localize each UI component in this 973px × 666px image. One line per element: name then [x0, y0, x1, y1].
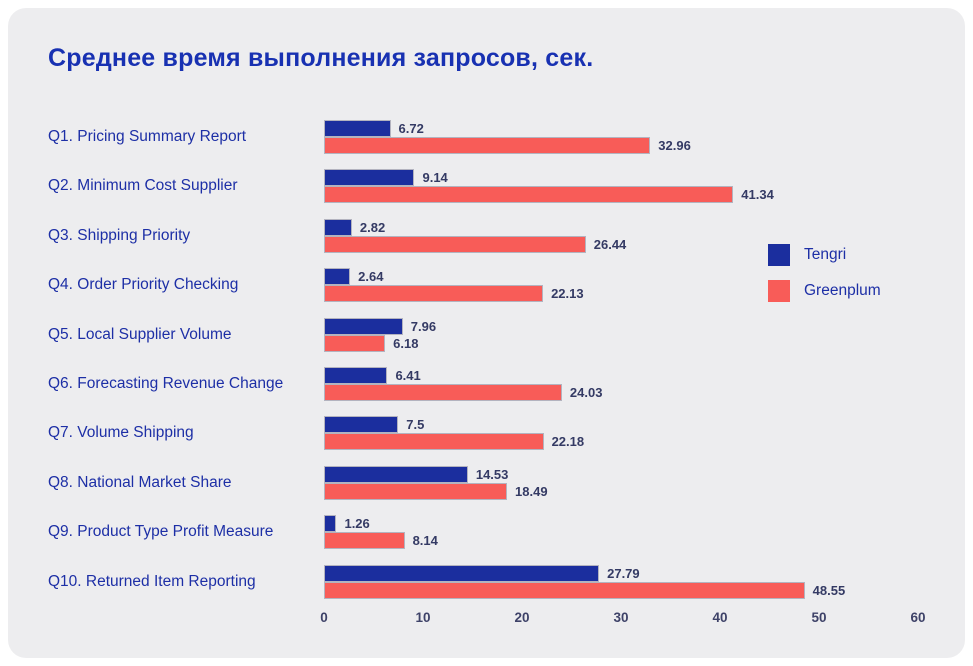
greenplum-value-label: 26.44 [593, 236, 627, 252]
tengri-value-label: 9.14 [422, 170, 448, 186]
tengri-bar [324, 218, 352, 236]
greenplum-value-label: 6.18 [393, 335, 419, 351]
greenplum-value-label: 18.49 [515, 483, 548, 499]
category-row: Q2. Minimum Cost Supplier [48, 169, 324, 218]
bar-plot-area: 6.72 32.96 9.14 41.34 2.82 26.44 2.64 22.13 7.96… [324, 120, 918, 599]
category-label: Q4. Order Priority Checking [48, 276, 239, 294]
legend-item-greenplum: Greenplum [768, 280, 881, 302]
tengri-value-label: 6.41 [395, 368, 421, 383]
category-label: Q5. Local Supplier Volume [48, 325, 232, 343]
bar-group: 6.72 32.96 [324, 120, 918, 154]
tengri-swatch [768, 244, 790, 266]
greenplum-bar [324, 581, 805, 599]
category-label: Q2. Minimum Cost Supplier [48, 177, 238, 195]
tengri-bar [324, 268, 351, 286]
category-row: Q4. Order Priority Checking [48, 268, 324, 317]
bar-group: 2.64 22.13 [324, 268, 918, 303]
greenplum-bar [324, 433, 544, 451]
x-axis-tick-label: 20 [514, 610, 530, 625]
tengri-value-label: 2.82 [359, 219, 386, 235]
greenplum-value-label: 32.96 [658, 138, 691, 153]
tengri-bar [324, 169, 415, 187]
category-row: Q9. Product Type Profit Measure [48, 515, 324, 564]
tengri-legend-label: Tengri [804, 246, 847, 263]
tengri-value-label: 27.79 [607, 565, 640, 581]
tengri-bar [324, 515, 337, 533]
x-axis-tick-label: 10 [415, 610, 431, 625]
category-label: Q3. Shipping Priority [48, 226, 191, 244]
tengri-value-label: 7.5 [406, 417, 425, 433]
bar-group: 1.26 8.14 [324, 515, 918, 550]
category-label: Q9. Product Type Profit Measure [48, 523, 274, 541]
tengri-value-label: 1.26 [344, 516, 370, 532]
category-row: Q10. Returned Item Reporting [48, 565, 324, 614]
greenplum-bar [324, 137, 651, 154]
category-row: Q3. Shipping Priority [48, 219, 324, 268]
tengri-value-label: 2.64 [358, 269, 384, 285]
greenplum-bar [324, 285, 544, 303]
category-label: Q7. Volume Shipping [48, 424, 194, 442]
category-row: Q8. National Market Share [48, 466, 324, 515]
greenplum-value-label: 24.03 [569, 385, 603, 400]
greenplum-bar [324, 384, 562, 401]
x-axis-tick-label: 60 [910, 610, 926, 625]
x-axis-tick-label: 50 [811, 610, 827, 625]
greenplum-bar [324, 235, 586, 253]
chart-title: Среднее время выполнения запросов, сек. [48, 44, 594, 72]
greenplum-swatch [768, 280, 790, 302]
greenplum-legend-label: Greenplum [804, 282, 881, 299]
tengri-value-label: 7.96 [410, 318, 437, 334]
category-row: Q5. Local Supplier Volume [48, 318, 324, 367]
category-label: Q8. National Market Share [48, 473, 232, 491]
tengri-value-label: 6.72 [398, 121, 424, 136]
bar-group: 9.14 41.34 [324, 169, 918, 204]
tengri-bar [324, 416, 399, 434]
category-row: Q1. Pricing Summary Report [48, 120, 324, 169]
bar-group: 14.53 18.49 [324, 465, 918, 500]
category-row: Q6. Forecasting Revenue Change [48, 367, 324, 416]
x-axis-tick-label: 0 [320, 610, 328, 625]
tengri-bar [324, 367, 388, 384]
greenplum-bar [324, 334, 386, 352]
greenplum-value-label: 8.14 [412, 533, 438, 549]
bar-group: 7.96 6.18 [324, 317, 918, 352]
greenplum-value-label: 22.18 [551, 434, 585, 450]
tengri-value-label: 14.53 [475, 466, 509, 482]
x-axis: 0 10 20 30 40 50 60 [320, 610, 925, 630]
greenplum-bar [324, 532, 405, 550]
tengri-bar [324, 120, 391, 137]
greenplum-bar [324, 482, 508, 500]
category-labels: Q1. Pricing Summary Report Q2. Minimum Co… [48, 120, 324, 614]
greenplum-value-label: 48.55 [812, 582, 846, 598]
chart-card: Среднее время выполнения запросов, сек. … [8, 8, 965, 658]
greenplum-bar [324, 186, 734, 204]
tengri-bar [324, 564, 600, 582]
bar-group: 6.41 24.03 [324, 367, 918, 401]
tengri-bar [324, 465, 468, 483]
tengri-bar [324, 317, 403, 335]
x-axis-tick-label: 30 [613, 610, 629, 625]
category-label: Q1. Pricing Summary Report [48, 128, 247, 145]
category-label: Q6. Forecasting Revenue Change [48, 374, 284, 392]
legend-item-tengri: Tengri [768, 244, 881, 266]
bar-group: 27.79 48.55 [324, 564, 918, 599]
category-row: Q7. Volume Shipping [48, 416, 324, 465]
greenplum-value-label: 22.13 [551, 286, 584, 302]
greenplum-value-label: 41.34 [741, 187, 774, 203]
legend: Tengri Greenplum [768, 244, 881, 316]
category-label: Q10. Returned Item Reporting [48, 572, 256, 590]
x-axis-tick-label: 40 [712, 610, 728, 625]
bar-group: 2.82 26.44 [324, 218, 918, 253]
bar-group: 7.5 22.18 [324, 416, 918, 451]
